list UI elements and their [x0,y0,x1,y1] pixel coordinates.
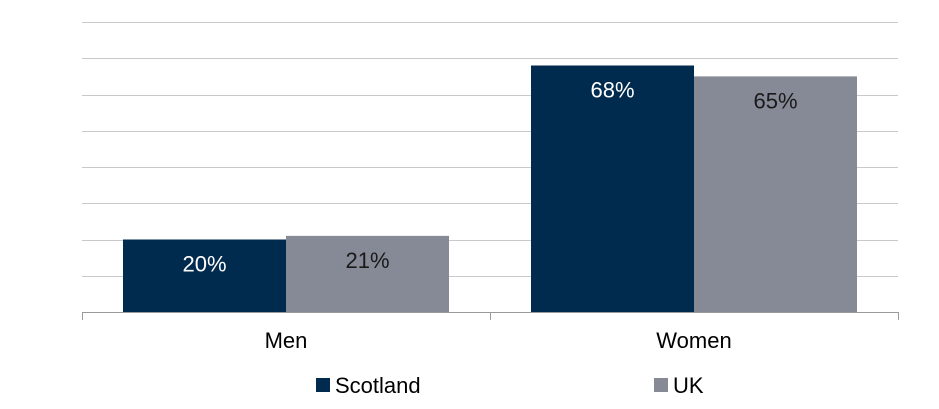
bar-scotland-women [531,65,694,312]
data-labels: 20% 21% 68% 65% [182,78,797,277]
data-label-uk-men: 21% [345,248,389,273]
bars [123,65,857,312]
legend-swatch-scotland [316,378,330,392]
legend-swatch-uk [654,378,668,392]
bar-uk-women [694,76,857,312]
category-label-men: Men [265,328,308,353]
bar-uk-men [286,235,449,312]
bar-scotland-men [123,239,286,312]
data-label-scotland-men: 20% [182,252,226,277]
legend-label-scotland: Scotland [335,373,421,398]
category-label-women: Women [656,328,731,353]
legend: Scotland UK [316,373,704,398]
x-axis: Men Women [82,312,899,353]
data-label-uk-women: 65% [753,88,797,113]
data-label-scotland-women: 68% [590,78,634,103]
legend-label-uk: UK [673,373,704,398]
